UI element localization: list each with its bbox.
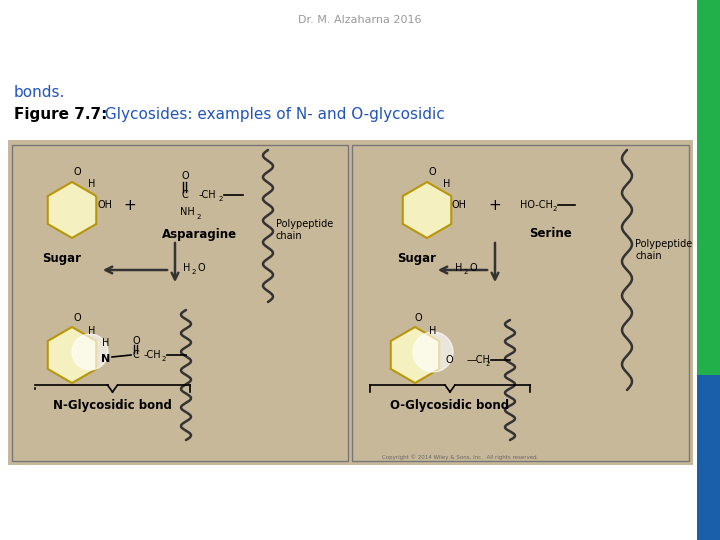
Text: 2: 2 [486,361,490,367]
Text: +: + [124,198,136,213]
Text: N-Glycosidic bond: N-Glycosidic bond [53,399,172,412]
Text: 2: 2 [162,356,166,362]
Text: H: H [102,338,109,348]
Text: OH: OH [452,200,467,210]
Text: NH: NH [179,207,194,217]
Text: O: O [132,336,140,346]
Text: Copyright © 2014 Wiley & Sons, Inc.  All rights reserved.: Copyright © 2014 Wiley & Sons, Inc. All … [382,454,538,460]
Text: Polypeptide
chain: Polypeptide chain [276,219,333,241]
Text: H: H [89,179,96,189]
Text: H: H [455,263,462,273]
Text: -CH: -CH [144,350,161,360]
Text: O: O [445,355,453,365]
Text: O: O [414,313,422,323]
Text: O: O [428,167,436,177]
Text: Figure 7.7:: Figure 7.7: [14,107,107,122]
Text: bonds.: bonds. [14,85,66,100]
Bar [352,145,689,461]
Text: Glycosides: examples of N- and O-glycosidic: Glycosides: examples of N- and O-glycosi… [100,107,445,122]
Text: C: C [181,190,189,200]
Text: Sugar: Sugar [397,252,436,265]
Text: O: O [470,263,477,273]
Text: 2: 2 [553,206,557,212]
Text: H: H [183,263,190,273]
Text: O: O [198,263,206,273]
Text: O-Glycosidic bond: O-Glycosidic bond [390,399,510,412]
Text: 2: 2 [197,214,201,220]
Text: N: N [102,354,111,364]
Circle shape [413,332,453,372]
Text: H: H [89,326,96,336]
Bar [8,140,693,465]
Polygon shape [391,327,439,383]
Bar [12,145,348,461]
Bar [697,375,720,540]
Polygon shape [48,327,96,383]
Text: +: + [489,198,501,213]
Bar [697,0,720,375]
Text: Dr. M. Alzaharna 2016: Dr. M. Alzaharna 2016 [298,15,422,25]
Text: O: O [181,171,189,181]
Text: H: H [429,326,437,336]
Polygon shape [48,182,96,238]
Text: H: H [444,179,451,189]
Text: O: O [73,313,81,323]
Text: HO-CH: HO-CH [520,200,553,210]
Polygon shape [402,182,451,238]
Text: Serine: Serine [528,227,572,240]
Text: 2: 2 [464,269,468,275]
Text: -CH: -CH [199,190,217,200]
Text: Asparagine: Asparagine [161,228,237,241]
Text: O: O [73,167,81,177]
Text: Sugar: Sugar [42,252,81,265]
Text: OH: OH [97,200,112,210]
Text: Polypeptide
chain: Polypeptide chain [635,239,692,261]
Text: —CH: —CH [467,355,491,365]
Text: C: C [132,350,140,360]
Text: 2: 2 [192,269,196,275]
Circle shape [72,334,108,370]
Text: 2: 2 [219,196,223,202]
